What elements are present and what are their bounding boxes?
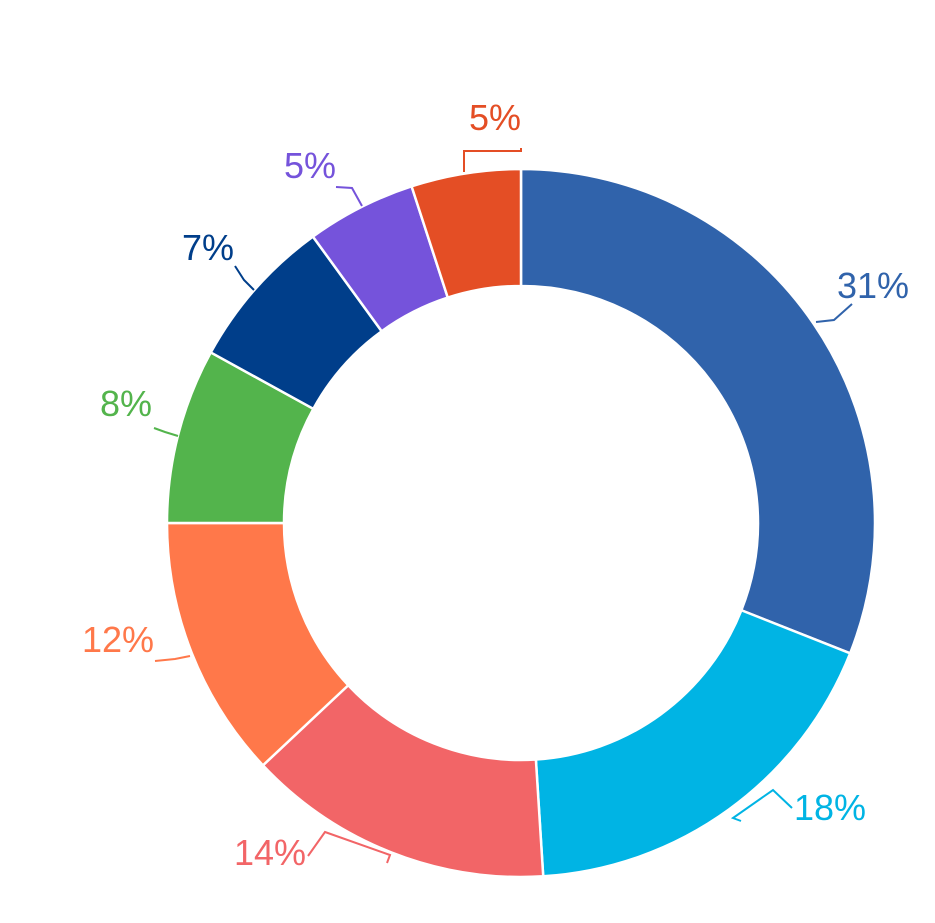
slice-label-4: 12% (82, 619, 154, 660)
slice-labels: 31% 18% 14% 12% 8% 7% 5% 5% (82, 97, 909, 873)
label-leader-lines (153, 148, 853, 864)
donut-slices (165, 167, 877, 879)
slice-label-3: 14% (234, 832, 306, 873)
leader-line-1 (815, 303, 853, 323)
leader-line-8 (463, 148, 522, 172)
donut-slice-8 (410, 167, 523, 299)
leader-line-5 (153, 427, 179, 437)
slice-label-5: 8% (100, 383, 152, 424)
leader-line-7 (335, 186, 363, 207)
leader-line-6 (234, 265, 255, 291)
leader-line-2 (730, 788, 793, 822)
donut-slice-2 (534, 608, 852, 878)
slice-label-7: 5% (284, 145, 336, 186)
leader-line-4 (154, 655, 191, 662)
slice-label-2: 18% (794, 787, 866, 828)
slice-label-1: 31% (837, 265, 909, 306)
leader-line-3 (307, 830, 392, 864)
donut-slice-1 (519, 167, 877, 655)
slice-label-6: 7% (182, 227, 234, 268)
slice-label-8: 5% (469, 97, 521, 138)
